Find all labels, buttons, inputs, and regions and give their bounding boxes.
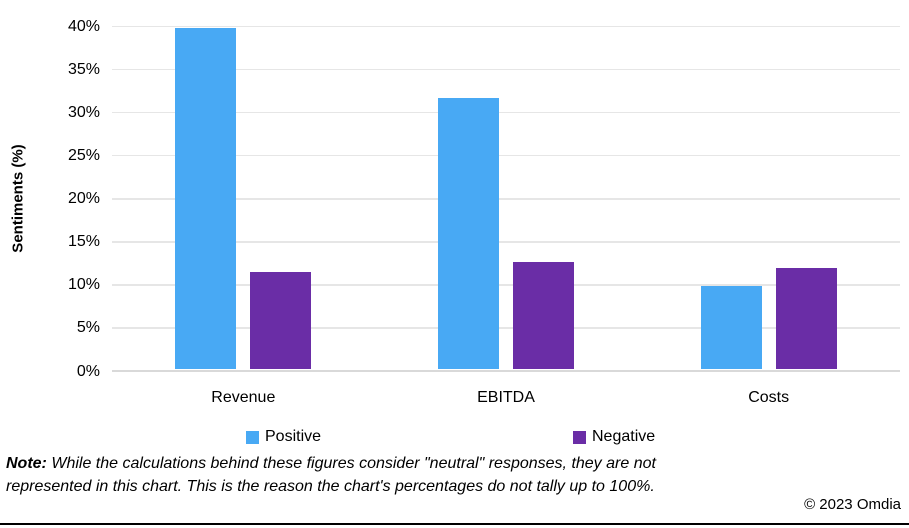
gridline-30%: [112, 111, 900, 114]
gridline-20%: [112, 198, 900, 200]
legend-item-negative: Negative: [573, 428, 655, 446]
y-tick-label-25%: 25%: [67, 146, 100, 164]
x-tick-label-revenue: Revenue: [211, 389, 276, 406]
bar-revenue-negative: [250, 271, 312, 369]
positive-swatch-icon: [246, 430, 259, 444]
gridline-15%: [112, 241, 900, 243]
y-tick-label-5%: 5%: [76, 319, 100, 337]
y-tick-label-40%: 40%: [67, 17, 100, 35]
y-tick-label-30%: 30%: [67, 103, 100, 121]
y-tick-label-10%: 10%: [67, 276, 100, 294]
bottom-divider: [0, 523, 909, 525]
y-axis-title: Sentiments (%): [9, 144, 27, 253]
plot-area: 0% 5% 10% 15% 20% 25% 30% 35% 40% Revenue EBITDA Co…: [68, 18, 900, 406]
legend-label-positive: Positive: [265, 428, 322, 445]
note-line-2: represented in this chart. This is the r…: [6, 477, 655, 495]
gridline-10%: [112, 284, 900, 286]
chart-note: Note: While the calculations behind thes…: [6, 453, 866, 498]
negative-swatch-icon: [573, 430, 586, 444]
gridline-40%: [112, 25, 900, 27]
y-tick-label-35%: 35%: [67, 60, 100, 78]
x-tick-label-costs: Costs: [748, 389, 790, 406]
legend-label-negative: Negative: [592, 428, 656, 445]
gridline-35%: [112, 68, 900, 71]
y-tick-label-15%: 15%: [67, 233, 100, 251]
bar-costs-positive: [700, 286, 762, 369]
bar-ebitda-negative: [513, 262, 574, 369]
y-tick-label-0%: 0%: [76, 362, 100, 380]
copyright-text: © 2023 Omdia: [804, 496, 901, 513]
gridline-0%: [112, 370, 900, 372]
bar-ebitda-positive: [438, 98, 499, 369]
gridline-25%: [112, 154, 900, 157]
bar-revenue-positive: [175, 28, 237, 369]
y-tick-label-20%: 20%: [67, 190, 100, 207]
gridline-5%: [112, 327, 900, 329]
legend-item-positive: Positive: [246, 428, 321, 446]
note-line-1: While the calculations behind these figu…: [51, 455, 656, 472]
x-tick-label-ebitda: EBITDA: [477, 389, 535, 406]
bar-costs-negative: [775, 268, 837, 369]
note-prefix: Note:: [6, 455, 47, 472]
